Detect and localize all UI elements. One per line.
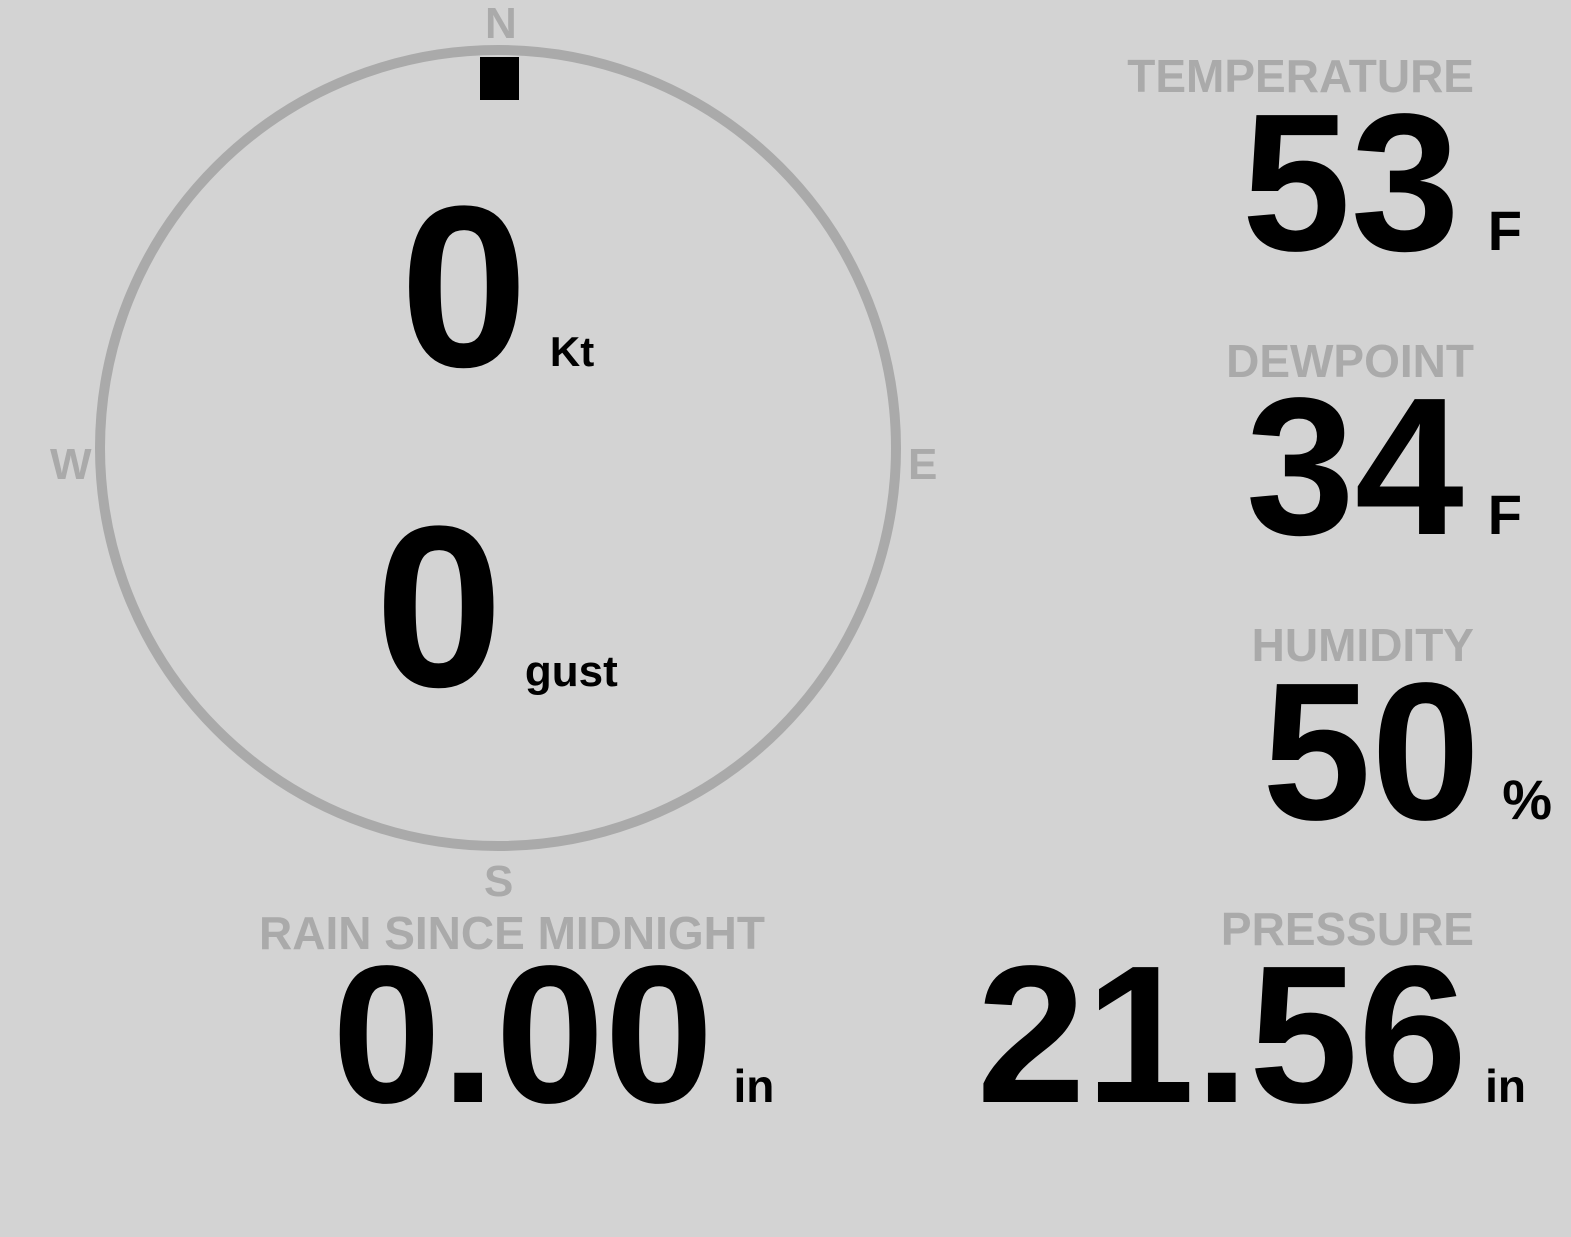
humidity-value: 50	[1262, 642, 1481, 861]
rain-unit: in	[733, 1060, 775, 1112]
wind-gust: 0 gust	[375, 492, 618, 722]
pressure-unit: in	[1485, 1060, 1526, 1112]
dewpoint-unit: F	[1487, 483, 1522, 546]
pressure-reading: 21.56 in	[977, 937, 1526, 1133]
compass-ring	[95, 45, 901, 851]
humidity-unit: %	[1502, 768, 1552, 831]
temperature-unit: F	[1487, 199, 1522, 262]
temperature-reading: 53 F	[1242, 85, 1522, 281]
wind-speed-unit: Kt	[549, 328, 595, 375]
wind-speed-value: 0	[400, 158, 528, 415]
wind-speed: 0 Kt	[400, 172, 594, 402]
rain-reading: 0.00 in	[332, 937, 774, 1133]
rain-value: 0.00	[332, 925, 714, 1144]
temperature-value: 53	[1241, 73, 1460, 292]
compass-south-label: S	[484, 857, 514, 906]
humidity-reading: 50 %	[1262, 654, 1552, 850]
humidity-label: HUMIDITY	[1251, 619, 1474, 671]
dewpoint-reading: 34 F	[1246, 369, 1522, 565]
wind-gust-value: 0	[375, 478, 503, 735]
pressure-label: PRESSURE	[1220, 903, 1474, 955]
wind-gust-unit: gust	[524, 647, 618, 696]
compass-west-label: W	[50, 440, 92, 489]
dewpoint-label: DEWPOINT	[1226, 335, 1474, 387]
dewpoint-value: 34	[1245, 357, 1464, 576]
compass-north-label: N	[485, 0, 517, 48]
temperature-label: TEMPERATURE	[1127, 50, 1474, 102]
compass-east-label: E	[908, 440, 938, 489]
pressure-value: 21.56	[976, 925, 1468, 1144]
wind-direction-indicator	[480, 57, 519, 100]
rain-label: RAIN SINCE MIDNIGHT	[259, 907, 765, 959]
